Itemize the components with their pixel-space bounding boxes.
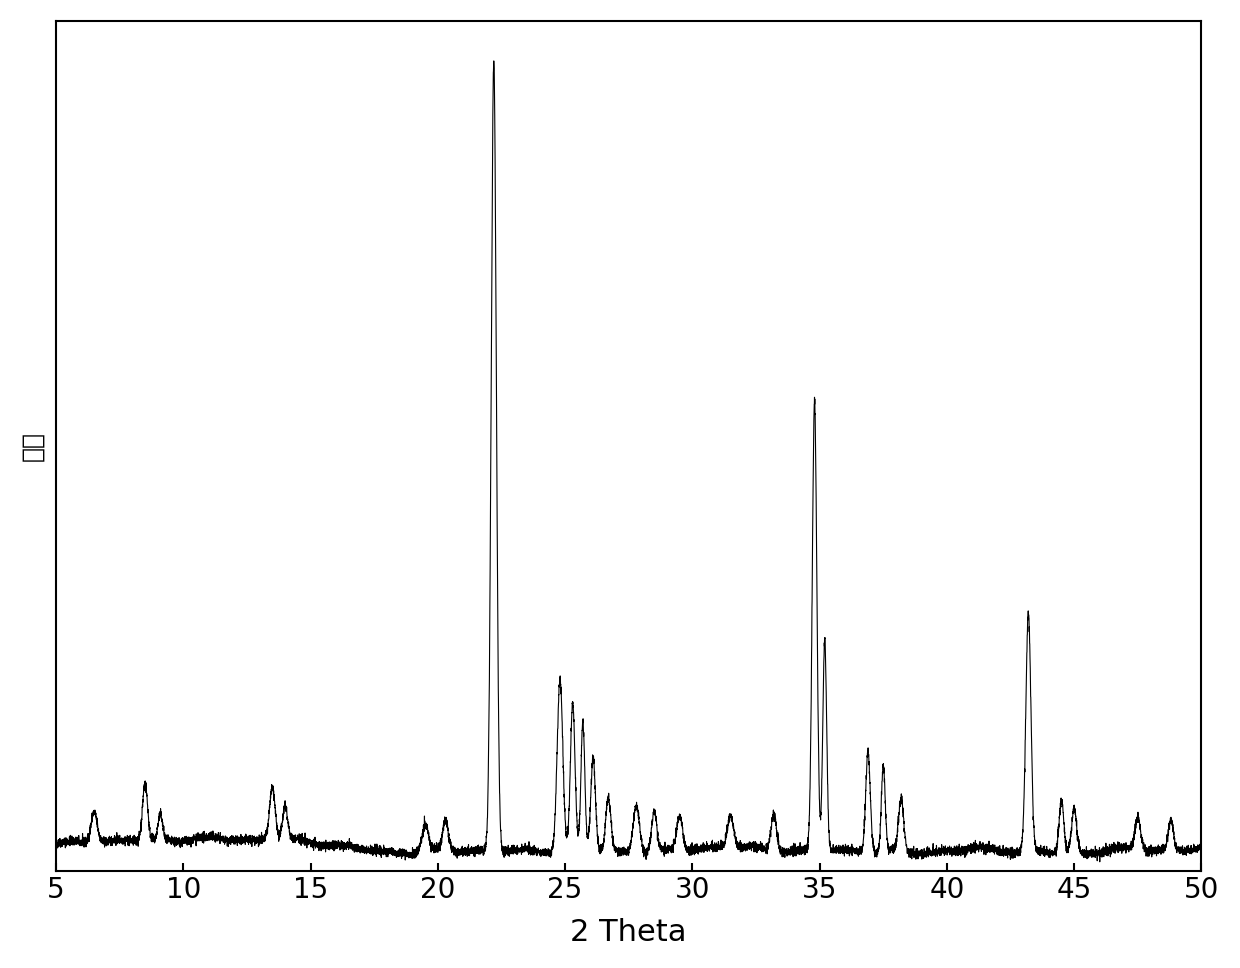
X-axis label: 2 Theta: 2 Theta [570,919,687,947]
Y-axis label: 强度: 强度 [21,431,45,461]
